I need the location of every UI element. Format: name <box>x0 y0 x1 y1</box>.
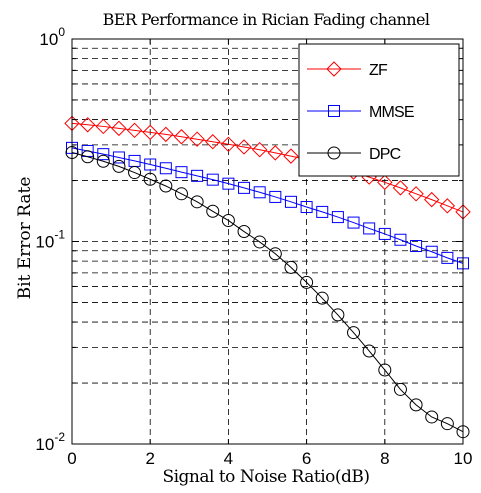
marker-square <box>191 169 204 182</box>
marker-square <box>316 205 329 218</box>
marker-diamond <box>111 120 127 137</box>
marker-circle <box>268 247 282 261</box>
marker-circle <box>81 150 95 164</box>
marker-diamond <box>205 134 221 150</box>
marker-square <box>441 251 454 264</box>
marker-circle <box>143 172 157 186</box>
legend-item-mmse: MMSE <box>307 104 415 121</box>
x-tick-label: 10 <box>454 449 473 468</box>
marker-circle <box>409 398 423 412</box>
marker-diamond <box>95 118 111 135</box>
marker-square <box>347 216 360 229</box>
series-mmse <box>66 141 469 270</box>
marker-square <box>331 211 344 224</box>
marker-diamond <box>377 174 393 191</box>
marker-circle <box>221 213 235 227</box>
marker-diamond <box>220 136 237 153</box>
x-tick-label: 8 <box>380 449 389 468</box>
marker-circle <box>300 275 314 289</box>
marker-square <box>222 177 235 190</box>
legend-item-zf: ZF <box>307 61 389 79</box>
x-tick-label: 4 <box>224 449 233 468</box>
legend-item-dpc: DPC <box>307 146 401 163</box>
legend-box <box>298 43 460 177</box>
marker-diamond <box>283 148 299 164</box>
marker-diamond <box>408 186 424 202</box>
chart-title: BER Performance in Rician Fading channel <box>103 10 430 29</box>
marker-diamond <box>392 180 409 196</box>
marker-circle <box>393 382 407 396</box>
series-line <box>71 122 464 213</box>
marker-square <box>253 186 266 199</box>
marker-circle <box>253 235 267 249</box>
marker-diamond <box>126 122 143 139</box>
marker-circle <box>440 417 454 431</box>
marker-square <box>159 162 172 175</box>
marker-circle <box>284 260 298 274</box>
x-axis-label: Signal to Noise Ratio(dB) <box>162 467 369 487</box>
marker-circle <box>159 179 173 193</box>
marker-diamond <box>424 191 440 208</box>
marker-circle <box>206 204 220 218</box>
marker-circle <box>96 154 110 168</box>
marker-diamond <box>173 129 190 145</box>
series-dpc <box>65 146 470 439</box>
marker-square <box>394 233 407 246</box>
marker-diamond <box>189 131 205 147</box>
marker-square <box>112 151 125 164</box>
marker-diamond <box>236 139 252 155</box>
grid-lines <box>72 39 463 444</box>
marker-diamond <box>142 124 158 141</box>
marker-circle <box>327 146 341 160</box>
y-axis-label: Bit Error Rate <box>15 177 35 300</box>
marker-square <box>300 201 313 214</box>
marker-circle <box>190 195 204 209</box>
marker-circle <box>315 291 329 305</box>
marker-circle <box>331 308 345 322</box>
legend-label: ZF <box>369 62 388 79</box>
x-tick-label: 0 <box>67 449 76 468</box>
marker-diamond <box>439 198 456 214</box>
marker-diamond <box>267 145 284 161</box>
marker-diamond <box>251 141 268 158</box>
axis-ticks: 0 2 4 6 8 10 100 10-1 10-2 <box>35 25 472 468</box>
x-tick-label: 6 <box>302 449 311 468</box>
marker-square <box>378 227 391 240</box>
marker-circle <box>128 166 142 180</box>
marker-circle <box>425 410 439 424</box>
marker-square <box>410 240 423 253</box>
x-tick-label: 2 <box>145 449 154 468</box>
y-tick-label: 10-1 <box>35 228 65 252</box>
marker-circle <box>237 225 251 239</box>
marker-square <box>269 190 282 203</box>
legend-label: MMSE <box>369 104 414 121</box>
legend-label: DPC <box>369 146 401 163</box>
marker-square <box>206 173 219 186</box>
marker-diamond <box>158 126 174 143</box>
marker-square <box>425 245 438 258</box>
marker-circle <box>347 326 361 340</box>
marker-circle <box>112 159 126 173</box>
y-tick-label: 100 <box>39 25 65 49</box>
marker-square <box>144 158 157 171</box>
series-line <box>71 147 464 264</box>
y-tick-label: 10-2 <box>35 430 65 454</box>
marker-diamond <box>326 61 342 77</box>
marker-square <box>175 166 188 179</box>
marker-circle <box>362 344 376 358</box>
marker-square <box>97 148 110 161</box>
marker-circle <box>174 187 188 201</box>
series-layer <box>64 115 471 439</box>
legend: ZF MMSE DPC <box>298 43 460 177</box>
series-line <box>71 152 464 433</box>
marker-square <box>284 195 297 208</box>
marker-square <box>328 105 340 117</box>
marker-diamond <box>79 117 96 133</box>
marker-square <box>363 222 376 235</box>
marker-circle <box>378 363 392 377</box>
marker-square <box>238 181 251 194</box>
